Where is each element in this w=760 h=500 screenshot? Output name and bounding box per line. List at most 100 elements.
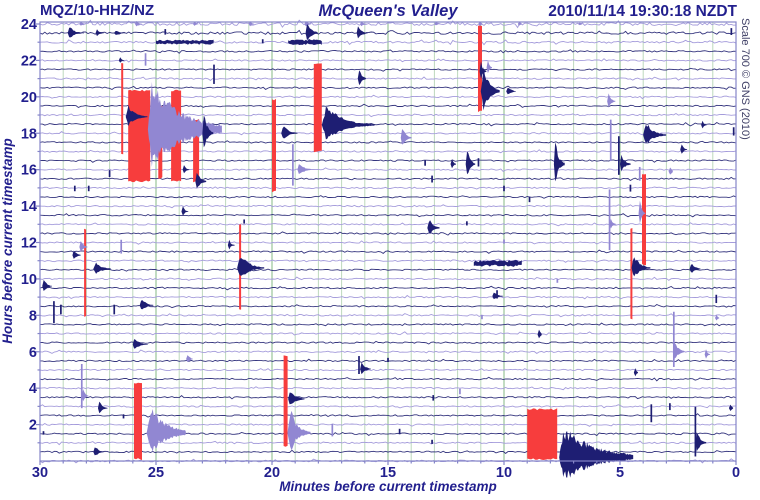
event-burst	[195, 172, 207, 189]
event-burst	[680, 144, 688, 154]
x-tick-label: 5	[616, 465, 624, 481]
event-burst	[237, 258, 265, 276]
event-burst	[607, 93, 616, 108]
x-tick-label: 30	[32, 465, 48, 481]
event-burst	[93, 262, 111, 274]
trace-row	[39, 322, 737, 327]
trace-row	[39, 376, 737, 382]
scale-copyright-label: Scale 700 © GNS (2010)	[739, 18, 751, 140]
clipped-event-red	[642, 174, 646, 266]
y-tick-label: 10	[21, 272, 37, 288]
event-burst	[643, 124, 667, 144]
timestamp-label: 2010/11/14 19:30:18 NZDT	[548, 3, 737, 20]
trace-row	[39, 213, 737, 218]
event-burst	[181, 206, 189, 216]
event-burst	[701, 120, 707, 129]
event-burst	[72, 250, 81, 259]
event-burst	[42, 280, 52, 291]
event-burst	[227, 239, 235, 250]
trace-row	[39, 449, 737, 454]
event-noise-band	[473, 260, 522, 267]
event-burst	[578, 22, 583, 26]
trace-row	[39, 268, 736, 272]
axis-ticks	[36, 23, 737, 465]
event-burst	[559, 431, 634, 478]
clipped-event-red	[313, 63, 322, 153]
trace-row	[39, 49, 737, 54]
x-axis-title: Minutes before current timestamp	[279, 479, 497, 494]
y-axis-title: Hours before current timestamp	[0, 138, 15, 344]
event-burst	[67, 27, 84, 38]
event-burst	[400, 129, 412, 145]
trace-rows	[39, 19, 737, 464]
trace-row	[39, 167, 736, 172]
trace-row	[39, 285, 737, 291]
event-burst	[609, 218, 617, 229]
x-tick-label: 25	[148, 465, 164, 481]
event-burst	[357, 70, 366, 86]
event-burst	[427, 220, 440, 234]
clipped-event-red	[527, 408, 558, 460]
trace-row	[39, 29, 737, 35]
event-burst	[125, 105, 148, 127]
trace-row	[40, 258, 737, 263]
trace-row	[39, 58, 737, 63]
event-burst	[450, 159, 456, 169]
event-burst	[689, 264, 701, 273]
event-burst	[360, 362, 371, 375]
x-tick-label: 0	[732, 465, 740, 481]
trace-row	[39, 19, 737, 29]
event-burst	[321, 106, 375, 140]
trace-row	[39, 67, 737, 72]
trace-row	[40, 186, 737, 190]
station-id-label: MQZ/10-HHZ/NZ	[40, 2, 154, 19]
y-tick-label: 18	[21, 126, 37, 142]
event-burst	[118, 57, 125, 63]
event-noise-band	[156, 39, 214, 45]
y-tick-label: 2	[29, 418, 37, 434]
event-noise-band	[288, 39, 322, 45]
trace-row	[39, 249, 737, 254]
event-burst	[695, 432, 707, 452]
clipped-event-red	[272, 98, 276, 193]
event-burst	[182, 165, 190, 174]
event-burst	[517, 21, 522, 26]
x-tick-label: 20	[264, 465, 280, 481]
y-tick-label: 16	[21, 163, 37, 179]
trace-row	[39, 294, 737, 300]
event-burst	[95, 29, 104, 37]
clipped-event-red	[134, 382, 142, 461]
y-tick-label: 4	[29, 381, 37, 397]
clipped-event-red	[84, 228, 87, 317]
event-burst	[79, 22, 87, 26]
trace-row	[39, 204, 736, 209]
trace-row	[39, 386, 737, 391]
trace-row	[39, 159, 737, 163]
trace-row	[39, 276, 737, 281]
trace-row	[39, 176, 737, 182]
event-burst	[146, 409, 186, 452]
clipped-event-red	[630, 228, 633, 320]
seismic-events	[42, 20, 735, 478]
trace-row	[39, 367, 737, 372]
event-burst	[132, 339, 148, 349]
event-burst	[281, 126, 298, 139]
trace-row	[39, 340, 736, 345]
event-burst	[480, 67, 500, 111]
trace-row	[39, 231, 737, 236]
clipped-event-red	[128, 89, 151, 183]
event-burst	[434, 22, 440, 26]
event-burst	[553, 142, 565, 182]
event-burst	[147, 81, 222, 167]
event-burst	[704, 349, 711, 359]
event-burst	[356, 26, 368, 39]
trace-row	[39, 85, 737, 91]
x-tick-label: 15	[380, 465, 396, 481]
clipped-event-red	[283, 355, 288, 447]
event-burst	[79, 241, 88, 252]
event-burst	[98, 401, 108, 414]
event-burst	[186, 355, 193, 363]
event-burst	[479, 61, 487, 80]
event-burst	[114, 31, 125, 35]
